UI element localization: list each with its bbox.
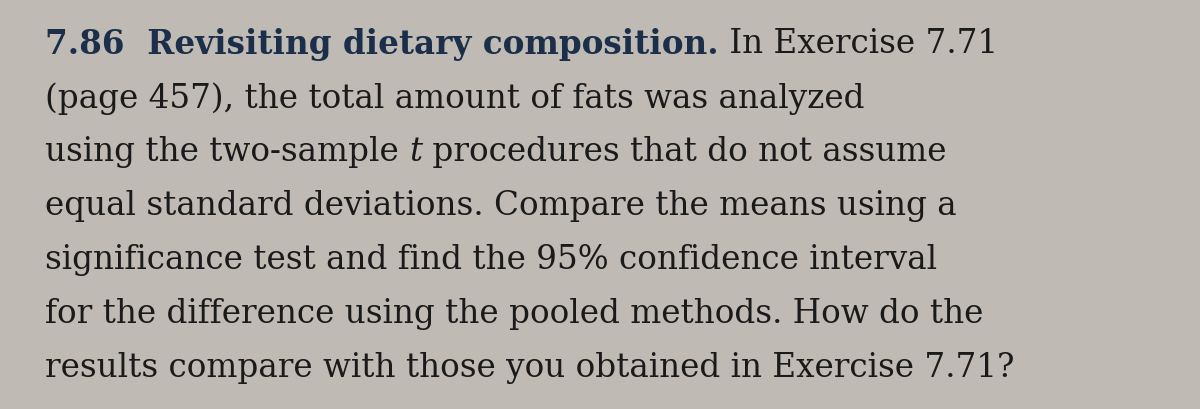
Text: 7.86  Revisiting dietary composition.: 7.86 Revisiting dietary composition. [46,28,719,61]
Text: equal standard deviations. Compare the means using a: equal standard deviations. Compare the m… [46,190,956,222]
Text: procedures that do not assume: procedures that do not assume [422,136,947,168]
Text: results compare with those you obtained in Exercise 7.71?: results compare with those you obtained … [46,352,1014,384]
Text: (page 457), the total amount of fats was analyzed: (page 457), the total amount of fats was… [46,82,864,115]
Text: t: t [409,136,422,168]
Text: using the two-sample: using the two-sample [46,136,409,168]
Text: significance test and find the 95% confidence interval: significance test and find the 95% confi… [46,244,937,276]
Text: In Exercise 7.71: In Exercise 7.71 [719,28,997,60]
Text: for the difference using the pooled methods. How do the: for the difference using the pooled meth… [46,298,983,330]
